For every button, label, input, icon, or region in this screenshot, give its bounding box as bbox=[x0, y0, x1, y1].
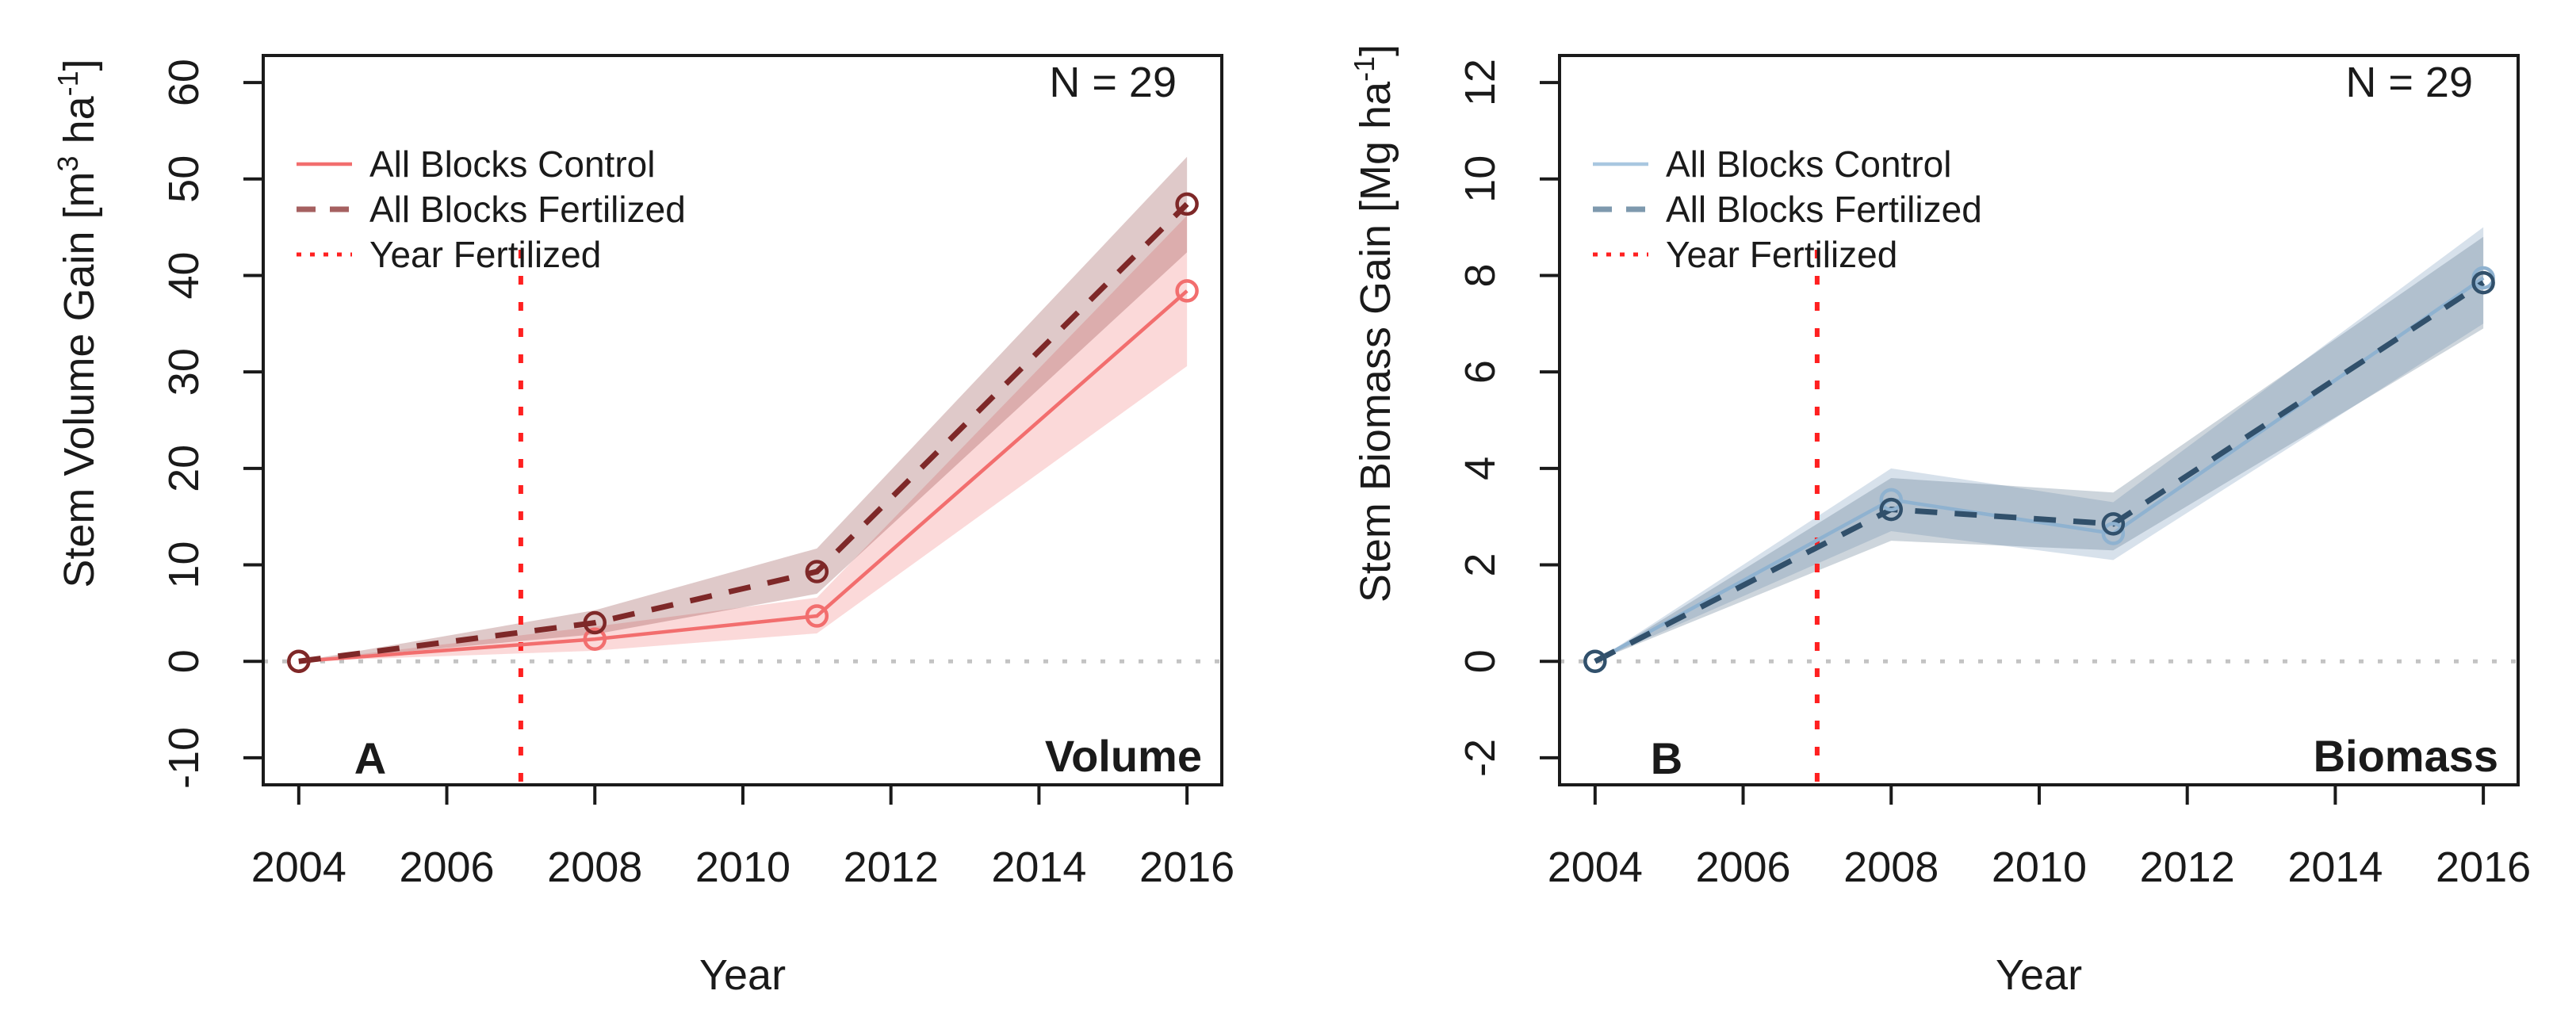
x-tick-label: 2006 bbox=[1695, 843, 1790, 891]
data-point-fertilized-2004 bbox=[287, 649, 311, 673]
y-tick-label: 50 bbox=[160, 155, 208, 203]
x-tick-label: 2010 bbox=[695, 843, 790, 891]
panel-corner-label: Biomass bbox=[2314, 731, 2498, 781]
x-tick-label: 2014 bbox=[2287, 843, 2383, 891]
y-axis-label: Stem Volume Gain [m3 ha-1] bbox=[52, 59, 103, 587]
series-line-fertilized bbox=[298, 201, 1189, 664]
confidence-band-fertilized bbox=[1594, 236, 2484, 662]
x-axis-label: Year bbox=[699, 951, 786, 999]
sample-size-label: N = 29 bbox=[1049, 59, 1177, 106]
data-point-control-2011 bbox=[805, 604, 829, 628]
data-point-fertilized-2011 bbox=[805, 560, 829, 583]
y-tick-label: 4 bbox=[1456, 457, 1504, 480]
y-axis-label: Stem Biomass Gain [Mg ha-1] bbox=[1348, 44, 1399, 602]
series-line-fertilized bbox=[1594, 280, 2486, 664]
legend-label: Year Fertilized bbox=[369, 234, 601, 275]
y-tick-label: 0 bbox=[1456, 649, 1504, 673]
legend-label: All Blocks Control bbox=[369, 143, 655, 185]
y-tick-label: -2 bbox=[1456, 739, 1504, 777]
data-point-control-2011 bbox=[2101, 522, 2126, 545]
legend-label: All Blocks Fertilized bbox=[369, 189, 686, 230]
panel-corner-label: Volume bbox=[1045, 731, 1202, 781]
y-tick-label: 12 bbox=[1456, 59, 1504, 106]
y-tick-label: 60 bbox=[160, 59, 208, 106]
y-tick-label: 30 bbox=[160, 348, 208, 396]
confidence-band-control bbox=[1594, 227, 2484, 662]
y-tick-label: 40 bbox=[160, 251, 208, 299]
y-tick-label: 20 bbox=[160, 445, 208, 492]
x-tick-label: 2006 bbox=[399, 843, 494, 891]
series-line-control bbox=[298, 289, 1188, 664]
y-tick-label: 10 bbox=[1456, 155, 1504, 203]
legend-label: All Blocks Fertilized bbox=[1666, 189, 1982, 230]
x-tick-label: 2012 bbox=[2140, 843, 2235, 891]
data-point-fertilized-2004 bbox=[1583, 649, 1607, 673]
y-tick-label: 8 bbox=[1456, 263, 1504, 287]
y-tick-label: 0 bbox=[160, 649, 208, 673]
x-tick-label: 2008 bbox=[1843, 843, 1939, 891]
y-tick-label: 2 bbox=[1456, 553, 1504, 577]
y-tick-label: 6 bbox=[1456, 360, 1504, 384]
sample-size-label: N = 29 bbox=[2345, 59, 2473, 106]
panel-B: 2004 2006 2008 2010 2012 2014 2016 -2 0 2 4 6 8 10 12 Y… bbox=[1348, 44, 2531, 999]
panel-letter: A bbox=[354, 733, 386, 783]
data-point-control-2008 bbox=[1879, 488, 1903, 512]
data-point-fertilized-2008 bbox=[583, 610, 607, 635]
data-point-fertilized-2011 bbox=[2101, 512, 2126, 536]
x-tick-label: 2012 bbox=[844, 843, 939, 891]
data-point-control-2016 bbox=[1175, 279, 1199, 303]
data-point-fertilized-2008 bbox=[1879, 497, 1903, 522]
x-tick-label: 2004 bbox=[1548, 843, 1643, 891]
x-tick-label: 2010 bbox=[1992, 843, 2087, 891]
legend-label: All Blocks Control bbox=[1666, 143, 1951, 185]
x-axis-label: Year bbox=[1996, 951, 2082, 999]
confidence-band-control bbox=[298, 216, 1188, 662]
legend-label: Year Fertilized bbox=[1666, 234, 1897, 275]
data-point-fertilized-2016 bbox=[2471, 270, 2495, 295]
x-tick-label: 2016 bbox=[1139, 843, 1234, 891]
y-tick-label: 10 bbox=[160, 541, 208, 589]
confidence-band-fertilized bbox=[298, 156, 1188, 662]
x-tick-label: 2004 bbox=[251, 843, 346, 891]
x-tick-label: 2016 bbox=[2436, 843, 2531, 891]
x-tick-label: 2014 bbox=[991, 843, 1086, 891]
x-tick-label: 2008 bbox=[547, 843, 642, 891]
data-point-control-2008 bbox=[583, 627, 607, 651]
panel-letter: B bbox=[1651, 733, 1682, 783]
panel-A: 2004 2006 2008 2010 2012 2014 2016 -10 0 10 20 30 40… bbox=[52, 54, 1234, 999]
y-tick-label: -10 bbox=[160, 727, 208, 789]
data-point-fertilized-2016 bbox=[1175, 192, 1199, 216]
